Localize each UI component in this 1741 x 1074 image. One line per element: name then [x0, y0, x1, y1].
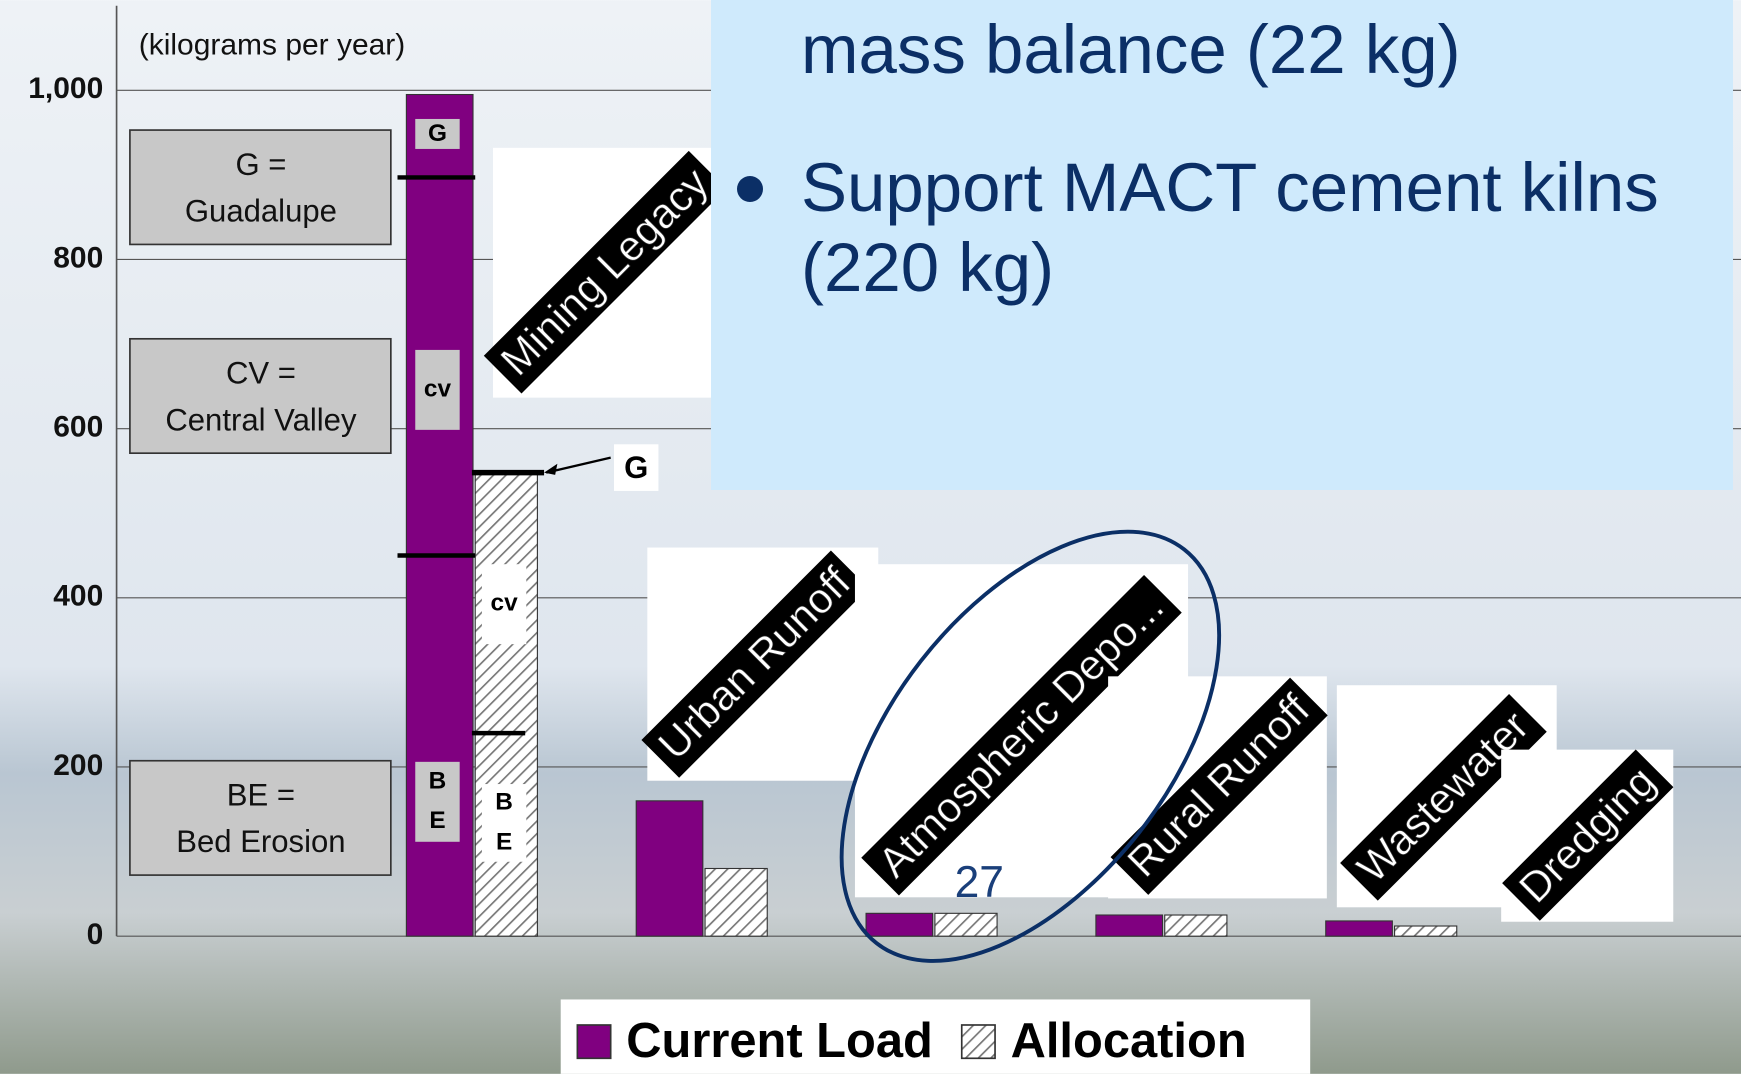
y-tick-label: 800 — [53, 241, 103, 274]
callout-label: 27 — [955, 858, 1004, 907]
key-code: G = — [235, 147, 286, 182]
bar — [1395, 926, 1457, 936]
arrow-label: G — [624, 450, 648, 485]
y-axis-label: (kilograms per year) — [139, 29, 405, 62]
segment-label: B — [429, 767, 447, 794]
segment-label: cv — [491, 590, 519, 617]
y-tick-label: 400 — [53, 580, 103, 613]
y-tick-label: 600 — [53, 411, 103, 444]
bullet-text: mass balance (22 kg) — [801, 10, 1733, 90]
bar — [705, 868, 767, 936]
y-tick-label: 200 — [53, 749, 103, 782]
bar — [935, 913, 997, 936]
key-name: Guadalupe — [185, 194, 337, 229]
bullet-text: Support MACT cement kilns (220 kg) — [801, 148, 1733, 308]
bar — [636, 801, 703, 936]
key-name: Central Valley — [165, 402, 357, 437]
y-tick-label: 1,000 — [28, 72, 103, 105]
segment-label: E — [429, 807, 445, 834]
legend-swatch — [577, 1025, 610, 1058]
bar — [1326, 921, 1393, 936]
bar — [1096, 915, 1163, 936]
segment-label: B — [495, 788, 513, 815]
slide: (kilograms per year) 0 200 400 600 800 1,000 G… — [0, 0, 1741, 1074]
bar — [866, 913, 933, 936]
legend-swatch — [962, 1025, 995, 1058]
segment-label: G — [428, 120, 447, 147]
key-code: BE = — [227, 778, 295, 813]
text-box: mass balance (22 kg) Support MACT cement… — [711, 0, 1733, 490]
key-code: CV = — [226, 356, 296, 391]
legend-label: Allocation — [1011, 1014, 1247, 1068]
segment-label: cv — [424, 375, 452, 402]
legend-label: Current Load — [626, 1014, 933, 1068]
key-name: Bed Erosion — [176, 824, 345, 859]
bar — [475, 473, 537, 937]
y-tick-label: 0 — [87, 918, 104, 951]
bar — [1165, 915, 1227, 936]
segment-label: E — [496, 828, 512, 855]
